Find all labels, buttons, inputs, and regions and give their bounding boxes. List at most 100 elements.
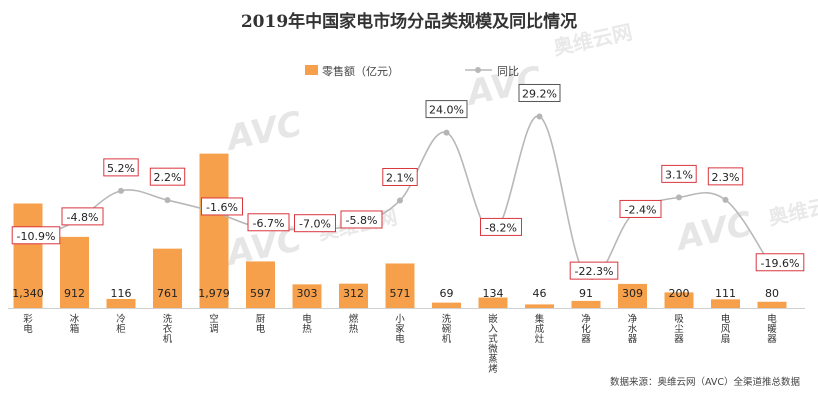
bar-value-label-0: 1,340 [12, 287, 44, 300]
yoy-label-text: -4.8% [67, 211, 99, 224]
yoy-label-text: 3.1% [665, 168, 693, 181]
yoy-label-14: 3.1% [661, 164, 697, 183]
yoy-point-9 [443, 129, 450, 136]
yoy-label-box [661, 164, 697, 183]
yoy-label-text: -5.8% [346, 214, 378, 227]
bar-14 [664, 292, 694, 308]
bar-1 [60, 236, 89, 308]
yoy-label-text: 2.1% [386, 171, 414, 184]
yoy-label-10: -8.2% [480, 217, 522, 236]
legend: 零售额（亿元） 同比 [305, 64, 519, 78]
legend-line-label: 同比 [497, 65, 519, 78]
yoy-label-box [619, 199, 662, 218]
category-label-12: 净化器 [581, 313, 591, 345]
watermark-group: AVC AVC 奥维云网 AVC 奥维云网 AVC 奥维云网 [221, 20, 818, 275]
yoy-label-text: 5.2% [107, 162, 135, 175]
watermark-avc-1: AVC [221, 104, 306, 159]
yoy-label-text: -2.4% [625, 203, 657, 216]
category-label-2: 冷柜 [116, 313, 126, 335]
bar-3 [153, 248, 182, 308]
bar-value-label-15: 111 [715, 287, 736, 300]
bar-12 [571, 300, 601, 308]
yoy-label-0: -10.9% [11, 226, 61, 245]
category-label-1: 冰箱 [70, 313, 80, 335]
bar-0 [13, 203, 43, 308]
category-label-5: 厨电 [256, 314, 266, 335]
yoy-label-7: -5.8% [340, 210, 383, 229]
watermark-avc-4: AVC [671, 204, 756, 259]
bar-value-label-10: 134 [483, 287, 504, 300]
yoy-label-box [707, 167, 744, 186]
bar-10 [478, 297, 508, 308]
bar-7 [339, 283, 368, 308]
yoy-label-6: -7.0% [294, 214, 336, 233]
category-label-3: 洗衣机 [163, 313, 173, 345]
category-label-15: 电风扇 [721, 313, 731, 345]
bar-value-label-13: 309 [622, 287, 643, 300]
bar-2 [106, 298, 136, 308]
legend-line-marker [475, 67, 481, 73]
bar-series [13, 153, 787, 308]
bar-value-label-5: 597 [250, 287, 271, 300]
yoy-label-box [569, 261, 619, 280]
yoy-label-box [61, 207, 104, 226]
legend-bar-swatch [305, 65, 318, 75]
yoy-label-3: 2.2% [149, 167, 186, 186]
bar-value-label-3: 761 [157, 287, 178, 300]
bar-value-label-6: 303 [297, 287, 318, 300]
bar-8 [385, 263, 415, 308]
yoy-label-12: -22.3% [569, 261, 619, 280]
yoy-label-4: -1.6% [201, 197, 243, 216]
legend-bar-label: 零售额（亿元） [322, 64, 399, 78]
bar-value-label-14: 200 [669, 287, 690, 300]
yoy-label-text: -10.9% [17, 230, 56, 243]
yoy-label-8: 2.1% [382, 167, 418, 186]
bar-9 [432, 302, 461, 308]
yoy-label-box [518, 83, 561, 102]
yoy-label-box [340, 210, 383, 229]
yoy-label-text: -7.0% [299, 218, 331, 231]
category-label-0: 彩电 [23, 314, 33, 335]
bar-15 [711, 299, 740, 308]
yoy-label-text: 2.3% [712, 171, 740, 184]
category-label-8: 小家电 [395, 314, 405, 345]
yoy-label-box [294, 214, 336, 233]
category-label-9: 洗碗机 [442, 313, 452, 345]
yoy-point-2 [118, 187, 124, 194]
yoy-label-1: -4.8% [61, 207, 104, 226]
yoy-label-box [11, 226, 61, 245]
category-label-4: 空调 [209, 313, 219, 335]
yoy-label-box [247, 213, 290, 232]
bar-value-label-16: 80 [765, 287, 779, 300]
chart-title: 2019年中国家电市场分品类规模及同比情况 [241, 11, 577, 32]
yoy-label-box [103, 158, 139, 177]
yoy-point-15 [722, 196, 729, 203]
bar-5 [246, 261, 275, 308]
yoy-label-13: -2.4% [619, 199, 662, 218]
yoy-label-box [480, 217, 522, 236]
value-label-group: 1,340 912 116 761 1,979 597 303 312 571 69 134 46 91… [12, 287, 779, 300]
bar-6 [292, 284, 322, 308]
bar-value-label-11: 46 [533, 287, 547, 300]
bar-11 [525, 304, 554, 308]
yoy-label-box [382, 167, 418, 186]
yoy-label-9: 24.0% [425, 100, 468, 119]
yoy-label-2: 5.2% [103, 158, 139, 177]
yoy-point-14 [676, 194, 682, 201]
bar-value-label-2: 116 [111, 287, 132, 300]
category-label-7: 燃热 [349, 313, 359, 335]
bar-value-label-1: 912 [64, 287, 85, 300]
yoy-point-11 [536, 113, 543, 120]
yoy-label-15: 2.3% [707, 167, 744, 186]
yoy-label-16: -19.6% [755, 253, 805, 272]
category-label-14: 吸尘器 [674, 314, 684, 345]
line-series [25, 113, 775, 280]
yoy-label-5: -6.7% [247, 213, 290, 232]
bar-value-label-12: 91 [579, 287, 593, 300]
yoy-label-text: -1.6% [206, 201, 238, 214]
yoy-label-text: -22.3% [575, 265, 614, 278]
bar-value-label-9: 69 [440, 287, 454, 300]
bar-value-label-4: 1,979 [198, 287, 230, 300]
category-axis: 彩电 冰箱 冷柜 洗衣机 空调 厨电 电热 燃热 小家电 洗碗机 嵌入式微蒸烤 集成灶 净化器 净水器 吸尘… [8, 308, 805, 375]
